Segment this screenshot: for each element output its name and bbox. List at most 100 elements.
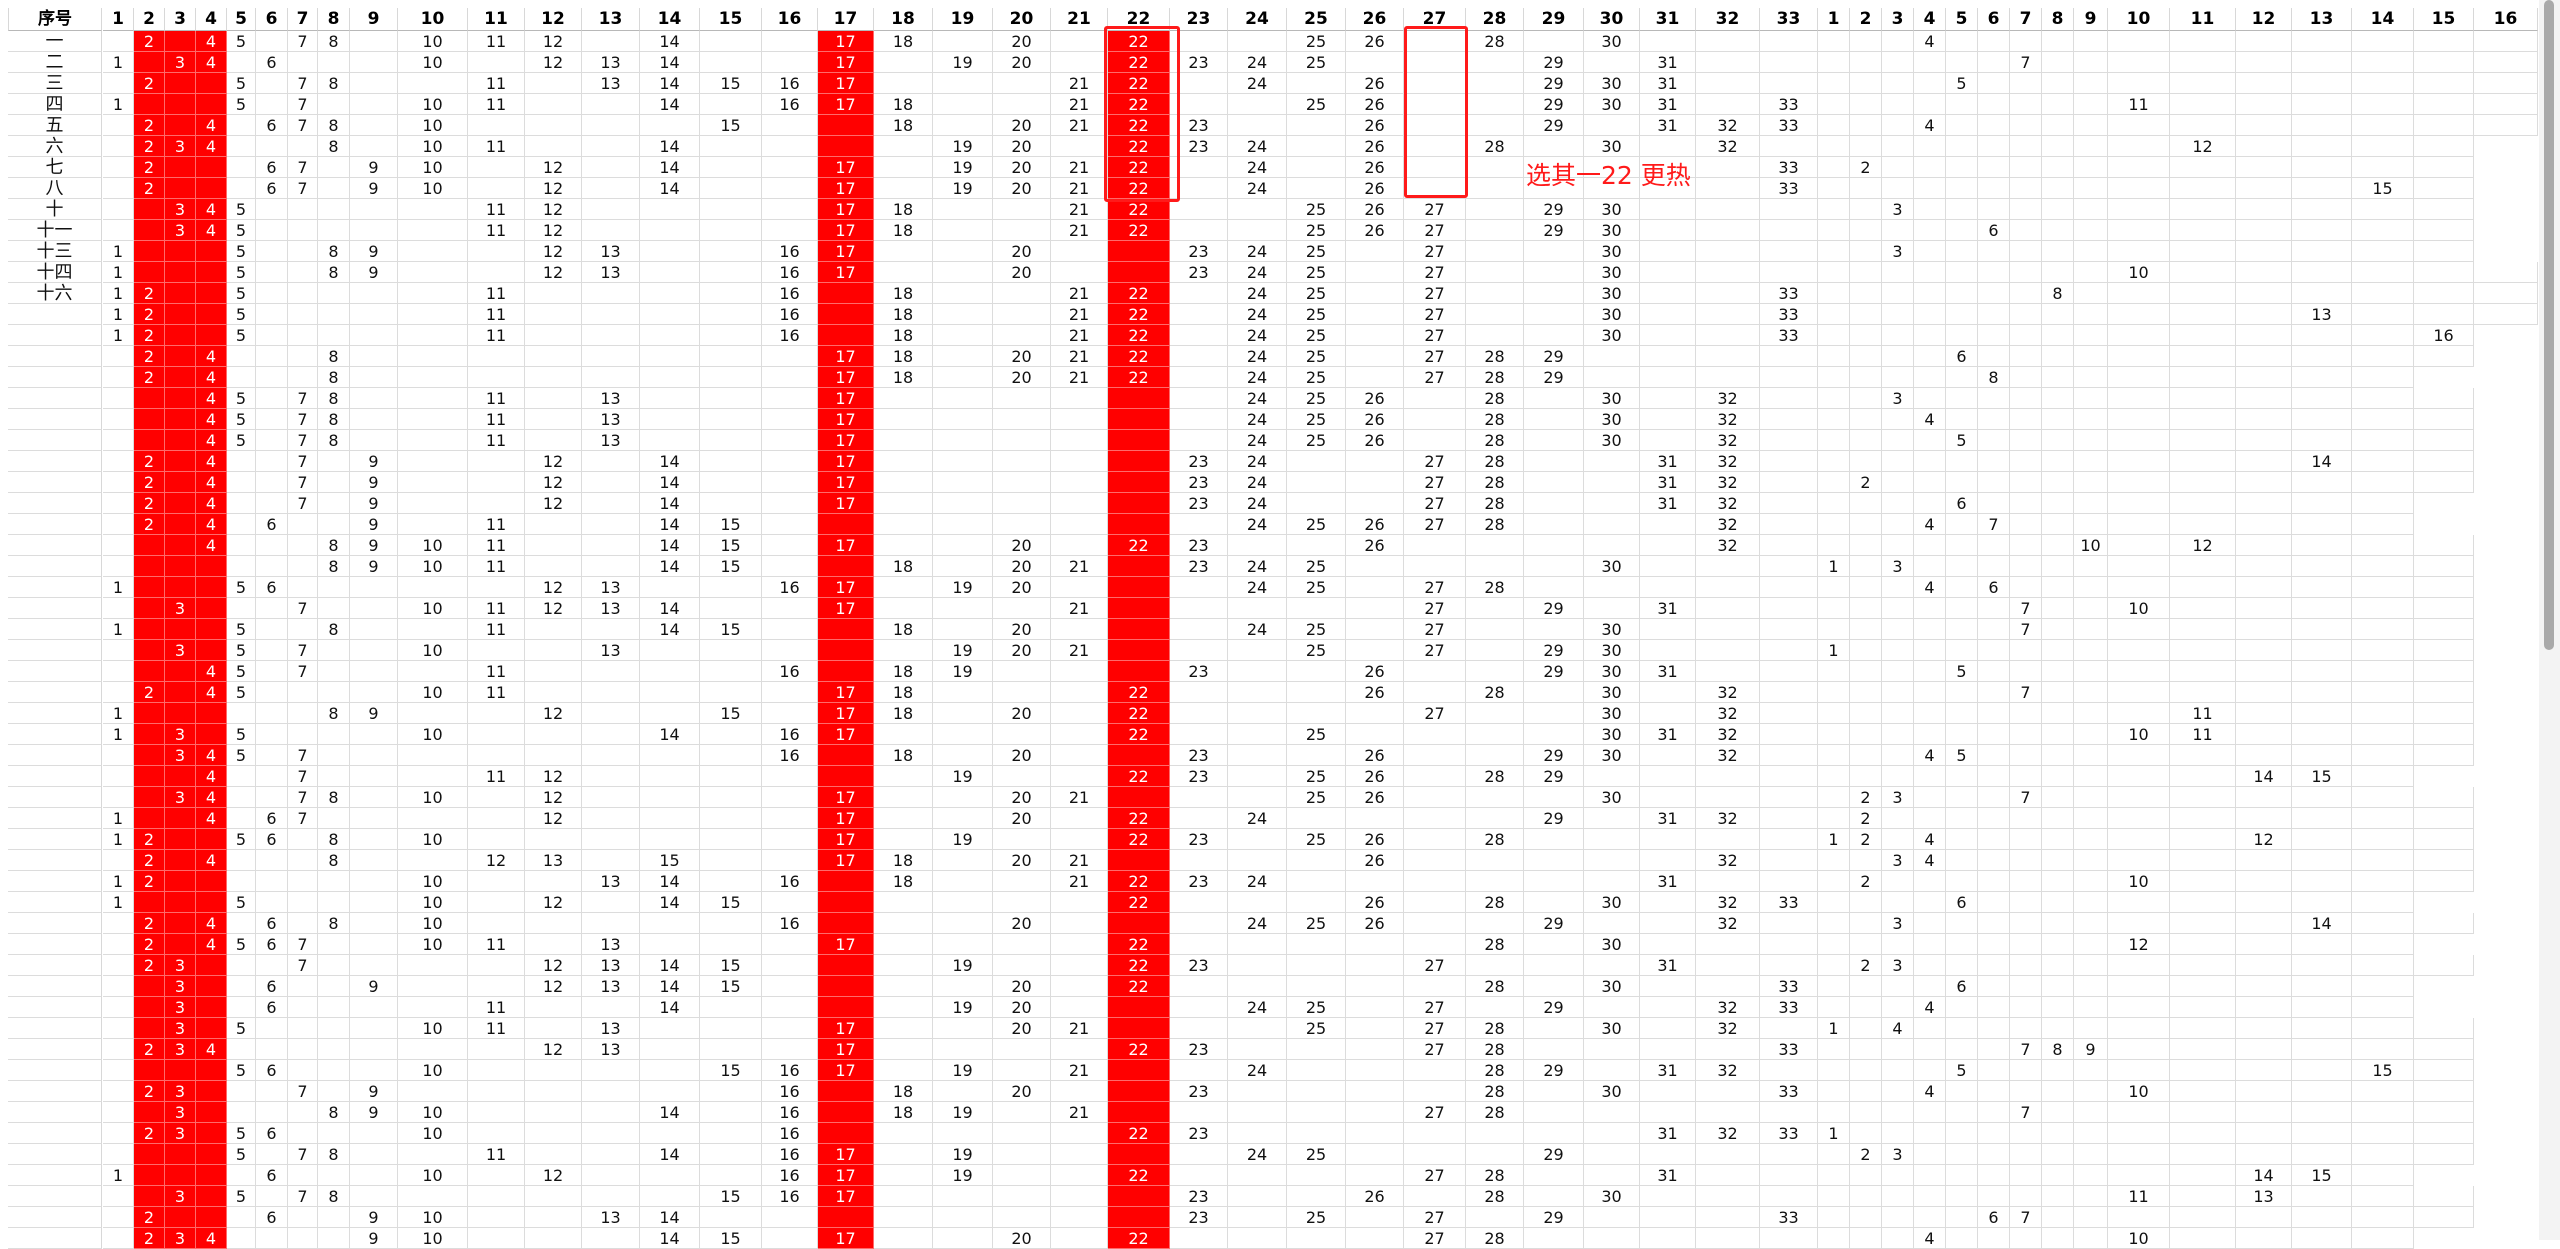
grid-cell[interactable] xyxy=(1978,1102,2010,1123)
grid-cell[interactable]: 32 xyxy=(1696,892,1760,913)
grid-cell[interactable] xyxy=(1850,892,1882,913)
grid-cell[interactable] xyxy=(993,661,1051,682)
grid-cell[interactable] xyxy=(1760,598,1818,619)
grid-cell[interactable] xyxy=(1287,976,1346,997)
grid-cell[interactable] xyxy=(134,409,165,430)
column-header[interactable]: 15 xyxy=(2414,8,2474,31)
grid-cell[interactable] xyxy=(256,1228,288,1249)
grid-cell[interactable] xyxy=(640,829,700,850)
grid-cell[interactable]: 12 xyxy=(525,976,582,997)
grid-cell[interactable] xyxy=(2414,787,2474,808)
grid-cell[interactable] xyxy=(227,514,256,535)
grid-cell[interactable] xyxy=(1584,598,1640,619)
grid-cell[interactable] xyxy=(2042,514,2074,535)
grid-cell[interactable] xyxy=(1882,451,1914,472)
grid-cell[interactable] xyxy=(818,913,874,934)
grid-cell[interactable]: 18 xyxy=(874,745,933,766)
grid-cell[interactable] xyxy=(398,661,468,682)
grid-cell[interactable]: 5 xyxy=(1946,73,1978,94)
grid-cell[interactable] xyxy=(1850,178,1882,199)
grid-cell[interactable] xyxy=(582,682,640,703)
grid-cell[interactable] xyxy=(165,304,196,325)
grid-cell[interactable]: 29 xyxy=(1524,367,1584,388)
grid-cell[interactable] xyxy=(1818,283,1850,304)
grid-cell[interactable] xyxy=(1914,1186,1946,1207)
grid-cell[interactable]: 7 xyxy=(288,409,318,430)
grid-cell[interactable] xyxy=(288,325,318,346)
grid-cell[interactable]: 25 xyxy=(1287,1207,1346,1228)
grid-cell[interactable] xyxy=(1524,178,1584,199)
grid-cell[interactable]: 12 xyxy=(525,262,582,283)
grid-cell[interactable] xyxy=(1760,577,1818,598)
grid-cell[interactable] xyxy=(2074,850,2108,871)
grid-cell[interactable] xyxy=(1882,493,1914,514)
grid-cell[interactable] xyxy=(227,346,256,367)
grid-cell[interactable] xyxy=(1466,787,1524,808)
grid-cell[interactable]: 17 xyxy=(818,934,874,955)
grid-cell[interactable] xyxy=(1170,157,1228,178)
grid-cell[interactable] xyxy=(1914,955,1946,976)
grid-cell[interactable] xyxy=(1466,178,1524,199)
grid-cell[interactable]: 20 xyxy=(993,1081,1051,1102)
grid-cell[interactable]: 12 xyxy=(525,451,582,472)
grid-cell[interactable]: 7 xyxy=(1978,514,2010,535)
grid-cell[interactable] xyxy=(2352,1228,2414,1249)
grid-cell[interactable]: 7 xyxy=(2010,1207,2042,1228)
grid-cell[interactable]: 17 xyxy=(818,493,874,514)
grid-cell[interactable] xyxy=(1760,703,1818,724)
grid-cell[interactable] xyxy=(2010,1186,2042,1207)
grid-cell[interactable]: 7 xyxy=(288,430,318,451)
grid-cell[interactable] xyxy=(134,661,165,682)
grid-cell[interactable] xyxy=(2414,724,2474,745)
grid-cell[interactable] xyxy=(1584,514,1640,535)
grid-cell[interactable] xyxy=(2292,976,2352,997)
grid-cell[interactable] xyxy=(288,1039,318,1060)
grid-cell[interactable] xyxy=(1978,241,2010,262)
grid-cell[interactable] xyxy=(165,661,196,682)
column-header[interactable]: 28 xyxy=(1466,8,1524,31)
grid-cell[interactable] xyxy=(1818,892,1850,913)
grid-cell[interactable]: 4 xyxy=(196,682,227,703)
grid-cell[interactable]: 16 xyxy=(2414,325,2474,346)
grid-cell[interactable] xyxy=(933,94,993,115)
grid-cell[interactable] xyxy=(256,283,288,304)
grid-cell[interactable] xyxy=(1051,1228,1108,1249)
grid-cell[interactable] xyxy=(1524,409,1584,430)
grid-cell[interactable]: 30 xyxy=(1584,745,1640,766)
grid-cell[interactable] xyxy=(1978,94,2010,115)
grid-cell[interactable] xyxy=(2414,220,2474,241)
grid-cell[interactable]: 27 xyxy=(1404,325,1466,346)
grid-cell[interactable]: 2 xyxy=(134,1228,165,1249)
grid-cell[interactable] xyxy=(993,430,1051,451)
grid-cell[interactable]: 27 xyxy=(1404,1165,1466,1186)
grid-cell[interactable] xyxy=(1818,1039,1850,1060)
grid-cell[interactable] xyxy=(468,1228,525,1249)
grid-cell[interactable] xyxy=(1818,661,1850,682)
grid-cell[interactable]: 17 xyxy=(818,808,874,829)
grid-cell[interactable] xyxy=(1978,682,2010,703)
grid-cell[interactable] xyxy=(288,1207,318,1228)
grid-cell[interactable]: 29 xyxy=(1524,73,1584,94)
grid-cell[interactable] xyxy=(1914,283,1946,304)
grid-cell[interactable]: 10 xyxy=(2108,871,2170,892)
grid-cell[interactable] xyxy=(700,409,762,430)
grid-cell[interactable] xyxy=(762,430,818,451)
grid-cell[interactable] xyxy=(165,808,196,829)
grid-cell[interactable] xyxy=(2108,1123,2170,1144)
grid-cell[interactable]: 20 xyxy=(993,52,1051,73)
grid-cell[interactable] xyxy=(134,766,165,787)
grid-cell[interactable]: 25 xyxy=(1287,262,1346,283)
grid-cell[interactable] xyxy=(288,220,318,241)
grid-cell[interactable]: 5 xyxy=(227,430,256,451)
grid-cell[interactable]: 32 xyxy=(1696,913,1760,934)
grid-cell[interactable]: 27 xyxy=(1404,1018,1466,1039)
grid-cell[interactable] xyxy=(2074,745,2108,766)
grid-cell[interactable] xyxy=(1524,514,1584,535)
grid-cell[interactable] xyxy=(700,283,762,304)
grid-cell[interactable]: 16 xyxy=(762,283,818,304)
grid-cell[interactable] xyxy=(2352,346,2414,367)
grid-cell[interactable] xyxy=(1818,325,1850,346)
grid-cell[interactable]: 10 xyxy=(398,829,468,850)
grid-cell[interactable] xyxy=(2352,325,2414,346)
grid-cell[interactable] xyxy=(1946,1123,1978,1144)
